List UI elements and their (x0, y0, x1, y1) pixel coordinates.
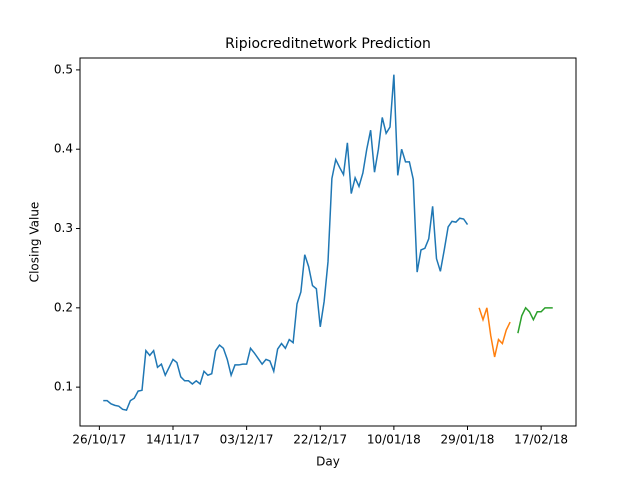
x-tick-label: 29/01/18 (441, 433, 495, 447)
x-tick-label: 14/11/17 (146, 433, 200, 447)
chart-title: Ripiocreditnetwork Prediction (225, 36, 431, 52)
y-tick-label: 0.4 (54, 142, 73, 156)
x-tick-label: 03/12/17 (220, 433, 274, 447)
x-tick-label: 22/12/17 (293, 433, 347, 447)
x-tick-label: 10/01/18 (367, 433, 421, 447)
series-line (517, 306, 553, 334)
y-tick-label: 0.1 (54, 380, 73, 394)
y-tick-label: 0.2 (54, 300, 73, 314)
y-axis-label: Closing Value (28, 202, 42, 283)
series-line (103, 74, 469, 412)
series-line (478, 307, 511, 358)
y-tick-label: 0.3 (54, 221, 73, 235)
x-tick-label: 17/02/18 (514, 433, 568, 447)
x-tick-label: 26/10/17 (72, 433, 126, 447)
x-axis-label: Day (316, 455, 340, 469)
plot-frame (79, 57, 577, 427)
y-tick-label: 0.5 (54, 62, 73, 76)
